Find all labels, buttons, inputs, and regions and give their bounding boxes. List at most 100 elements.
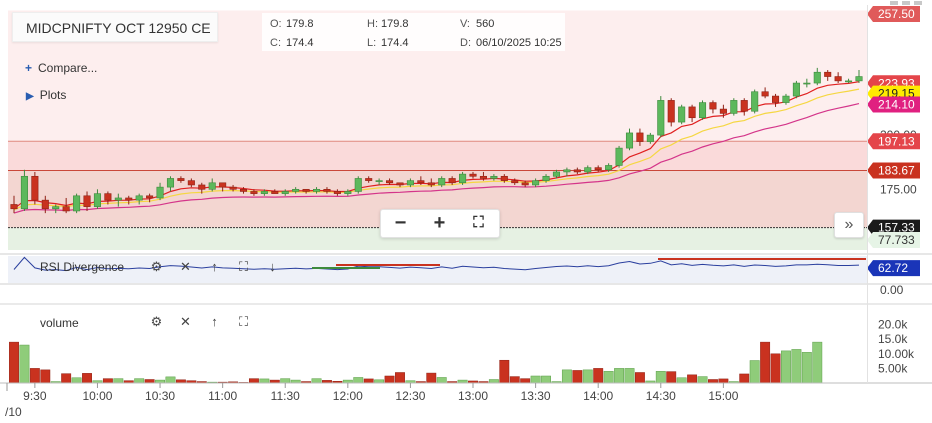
- open-label: O:: [270, 18, 282, 30]
- plots-button[interactable]: ▶ Plots: [26, 88, 66, 102]
- candle-body: [542, 175, 550, 181]
- price-badge: 214.10: [867, 96, 920, 113]
- volume-bar: [82, 373, 92, 384]
- candle-body: [803, 82, 811, 85]
- close-icon[interactable]: ✕: [180, 259, 191, 274]
- candle-body: [219, 182, 227, 188]
- rsi-badge: 62.72: [867, 260, 920, 277]
- candle-body: [292, 188, 300, 192]
- badge-shape: [867, 162, 920, 179]
- scroll-forward-button[interactable]: »: [834, 212, 864, 238]
- x-tick-label: 12:30: [395, 389, 425, 403]
- candle-body: [552, 171, 561, 177]
- volume-bar: [812, 341, 823, 384]
- candle-body: [104, 193, 112, 201]
- candle-body: [375, 180, 383, 182]
- volume-bar: [488, 379, 499, 384]
- volume-bar: [311, 378, 322, 384]
- candle-body: [406, 180, 414, 186]
- x-tick-label: 11:30: [271, 389, 300, 403]
- volume-bar: [280, 378, 291, 384]
- zoom-out-button[interactable]: −: [394, 212, 407, 234]
- badge-shape: [867, 133, 920, 150]
- candle-body: [323, 188, 331, 192]
- high-label: H:: [367, 18, 378, 30]
- symbol-title[interactable]: MIDCPNIFTY OCT 12950 CE: [12, 12, 218, 42]
- maximize-icon[interactable]: ⛶: [238, 259, 249, 274]
- candle-body: [62, 206, 70, 212]
- fullscreen-button[interactable]: ⛶: [473, 214, 484, 231]
- candle-body: [52, 206, 60, 210]
- candle-body: [740, 100, 748, 112]
- volume-bar: [61, 373, 72, 384]
- close-icon[interactable]: ✕: [180, 314, 191, 329]
- candle-body: [333, 191, 341, 194]
- settings-icon[interactable]: ⚙: [150, 259, 163, 274]
- x-tick-label: 12:00: [333, 389, 363, 403]
- candle-body: [156, 186, 164, 199]
- candle-body: [584, 167, 592, 173]
- candle-body: [730, 100, 738, 114]
- candle-body: [177, 178, 185, 181]
- zoom-in-button[interactable]: +: [433, 212, 446, 234]
- candle-body: [281, 191, 289, 194]
- candle-body: [719, 108, 727, 114]
- volume-bar: [770, 353, 781, 384]
- volume-bar: [749, 360, 760, 384]
- price-badge: 183.67: [867, 162, 920, 179]
- rsi-line: [13, 256, 860, 272]
- x-tick-label: 13:30: [521, 389, 551, 403]
- y-tick-label: 175.00: [880, 182, 917, 196]
- candle-body: [10, 204, 18, 210]
- candle-body: [260, 191, 268, 194]
- ohlc-readout: O: 179.8 H: 179.8 V: 560 C: 174.4 L: 174…: [262, 13, 565, 51]
- date-value: 06/10/2025 10:25: [476, 37, 562, 49]
- x-tick-label: 11:00: [208, 389, 237, 403]
- candle-body: [667, 100, 675, 123]
- candle-body: [594, 167, 602, 171]
- candle-body: [500, 175, 508, 181]
- volume-bar: [781, 350, 791, 384]
- candle-body: [469, 173, 477, 177]
- window-dots: [890, 1, 922, 5]
- candle-body: [135, 195, 143, 201]
- x-tick-label: 9:30: [23, 389, 47, 403]
- maximize-icon[interactable]: ⛶: [238, 314, 249, 329]
- candle-body: [208, 182, 216, 190]
- volume-bar: [634, 372, 645, 384]
- x-tick-label: 15:00: [708, 389, 738, 403]
- volume-tick-label: 20.0k: [878, 318, 908, 332]
- volume-bar: [801, 352, 812, 384]
- rsi-pane-bg: [8, 256, 867, 283]
- volume-bar: [426, 372, 437, 384]
- arrow-down-icon[interactable]: ↓: [269, 259, 276, 274]
- arrow-up-icon[interactable]: ↑: [211, 259, 218, 274]
- compare-label: Compare...: [38, 61, 98, 75]
- candle-body: [834, 76, 842, 82]
- badge-label: 183.67: [878, 163, 915, 177]
- volume-bar: [561, 369, 572, 384]
- candle-body: [396, 182, 404, 186]
- candle-body: [229, 186, 237, 190]
- badge-label: 214.10: [878, 98, 915, 112]
- candle-body: [448, 178, 456, 184]
- candle-body: [792, 82, 800, 97]
- volume-bar: [718, 378, 729, 384]
- candle-body: [615, 147, 623, 166]
- candle-body: [312, 188, 321, 192]
- candle-body: [605, 165, 613, 171]
- arrow-up-icon[interactable]: ↑: [211, 314, 218, 329]
- rsi-pane-title: RSI Divergence: [40, 260, 125, 274]
- settings-icon[interactable]: ⚙: [150, 314, 163, 329]
- volume-bar: [248, 378, 259, 384]
- badge-label: 157.33: [878, 221, 915, 235]
- date-label: D:: [460, 37, 471, 49]
- x-tick-label: 10:00: [82, 389, 112, 403]
- compare-button[interactable]: + Compare...: [25, 61, 97, 75]
- volume-tick-label: 10.00k: [878, 347, 915, 361]
- candle-body: [521, 182, 529, 186]
- candle-body: [625, 132, 634, 149]
- volume-bar: [624, 368, 635, 384]
- low-label: L:: [367, 37, 377, 49]
